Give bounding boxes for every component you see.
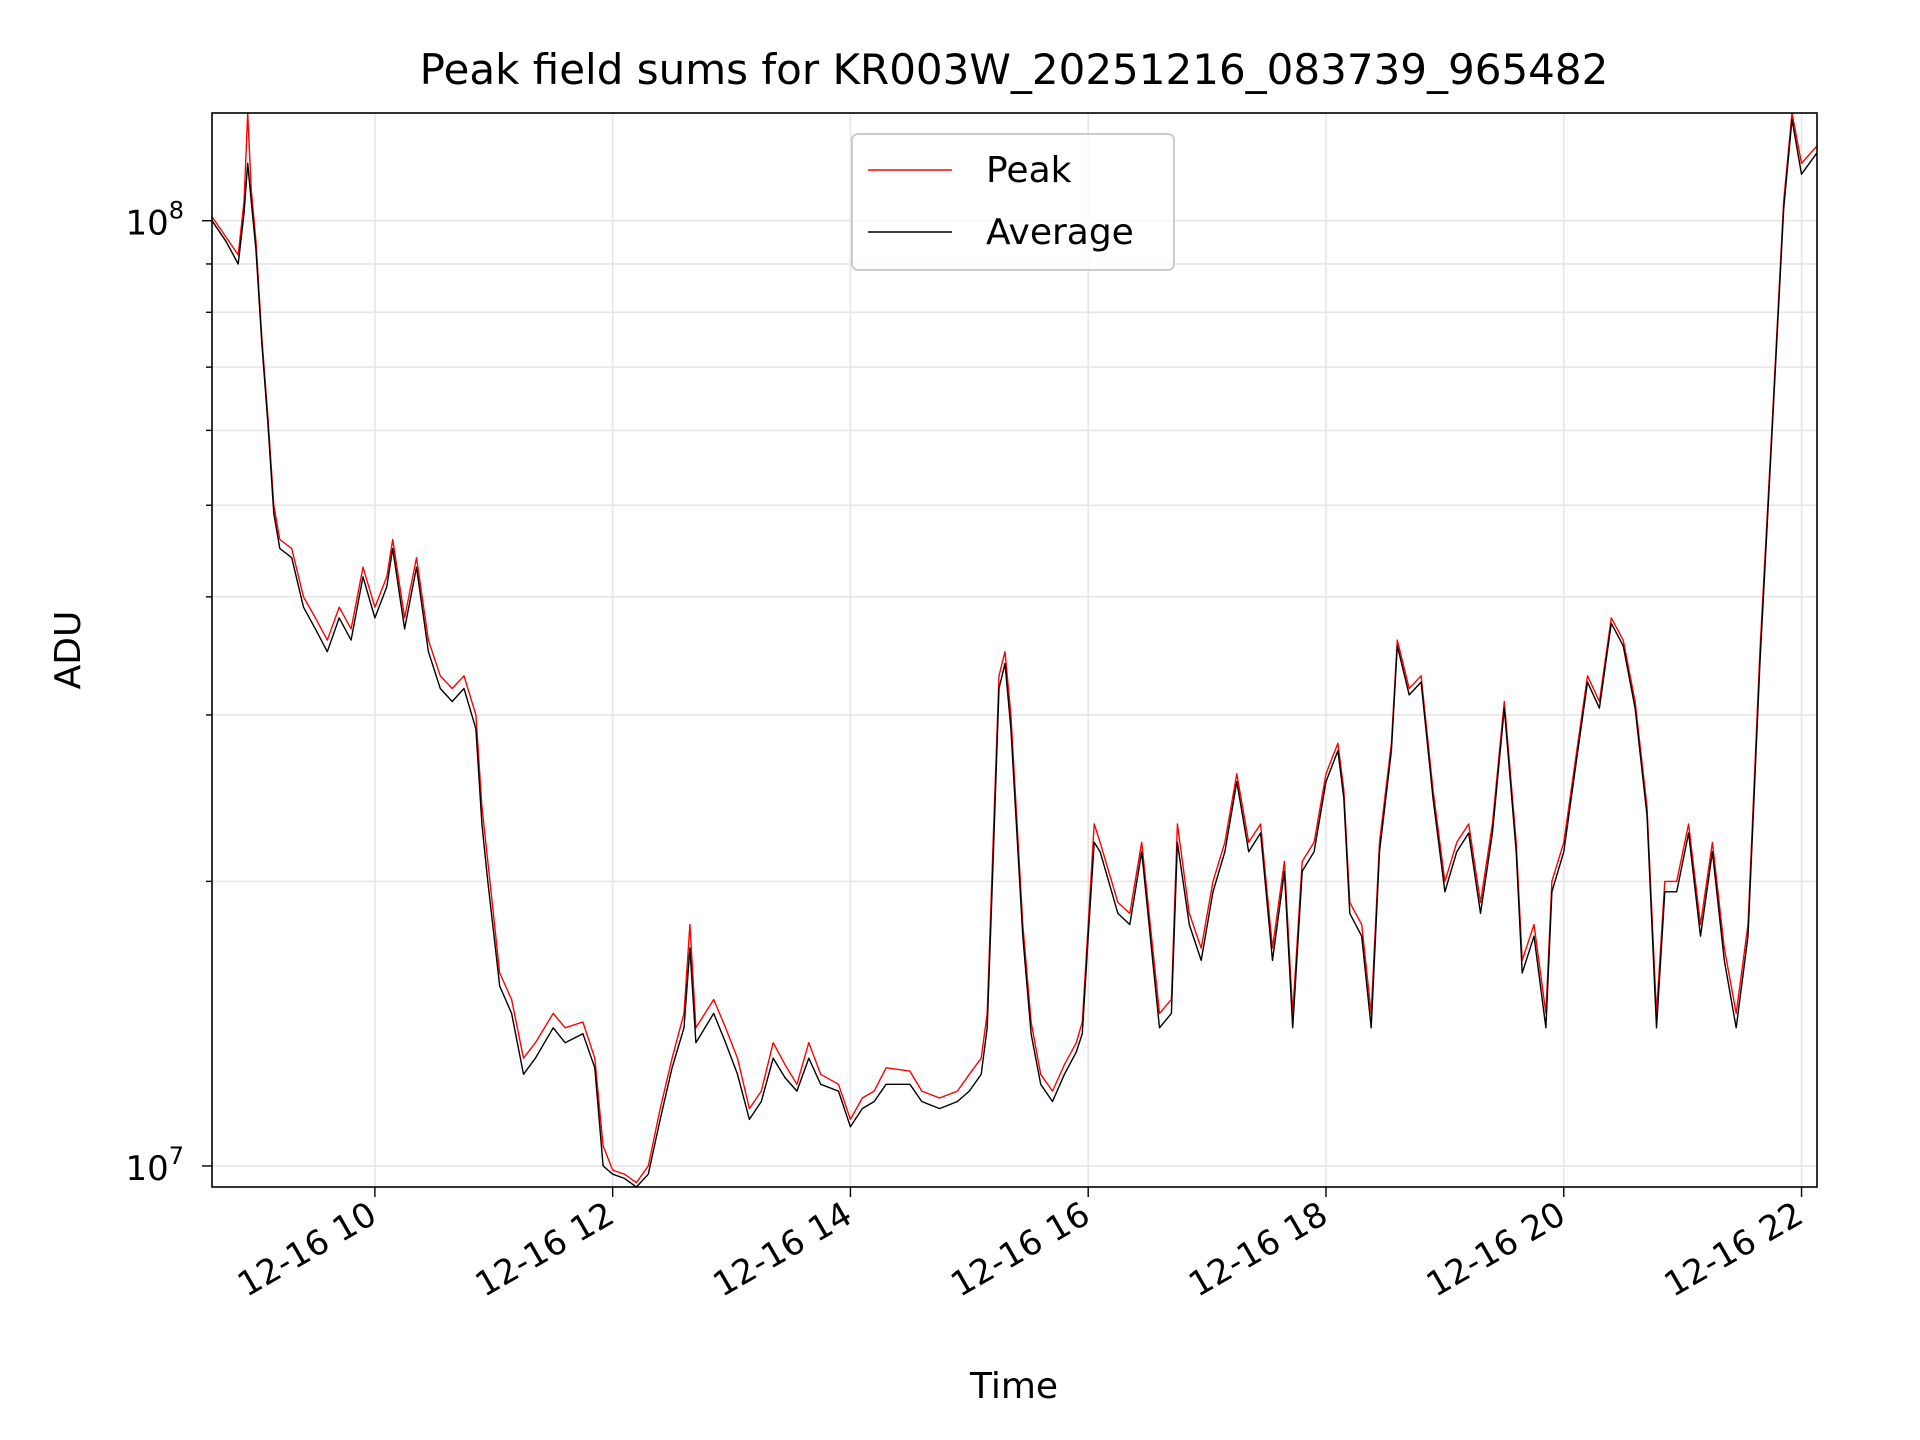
series-layer — [211, 112, 1818, 1188]
y-tick-label: 107 — [125, 1142, 184, 1189]
x-axis-label: Time — [969, 1366, 1058, 1407]
y-axis-label: ADU — [48, 611, 89, 690]
legend-label-peak: Peak — [986, 150, 1072, 191]
legend-box — [851, 133, 1175, 271]
chart-title: Peak field sums for KR003W_20251216_0837… — [420, 45, 1609, 94]
axes-frame — [211, 112, 1818, 1188]
legend: Peak Average — [851, 133, 1175, 271]
y-tick-label: 108 — [125, 197, 184, 244]
legend-label-average: Average — [986, 212, 1134, 253]
series-line-average — [211, 118, 1818, 1188]
y-axis-ticks: 107 108 — [125, 197, 212, 1189]
series-line-peak — [211, 112, 1818, 1184]
